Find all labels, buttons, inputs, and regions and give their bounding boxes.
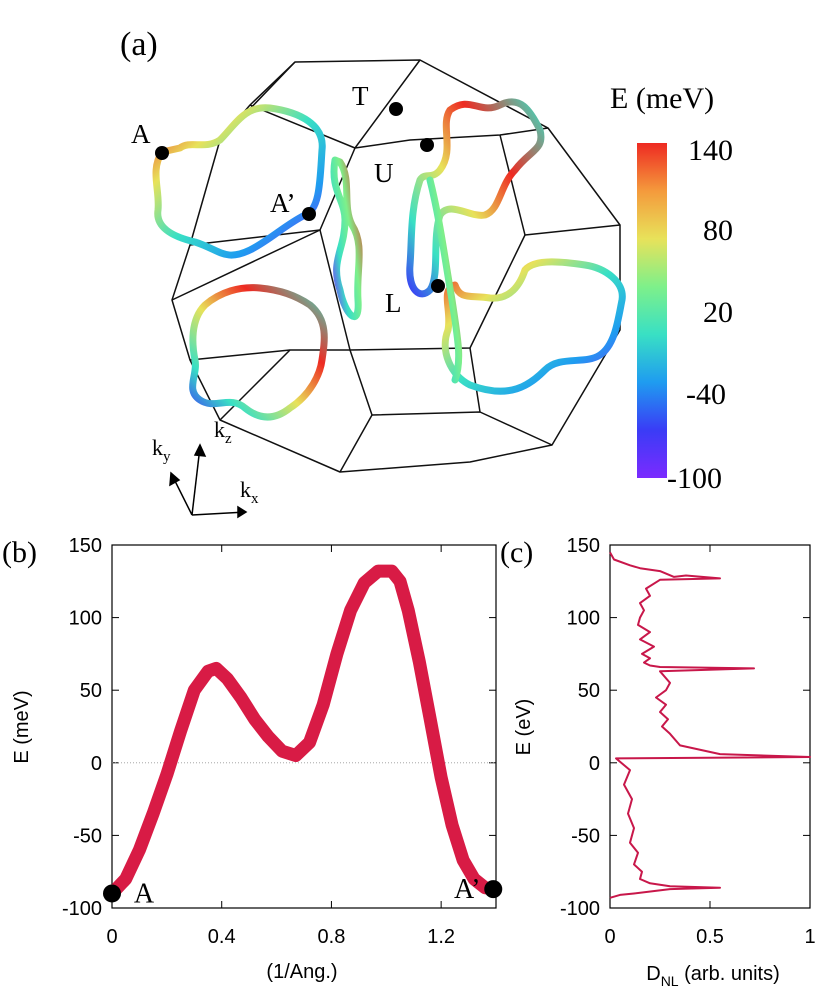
nodal-loop-upper-right xyxy=(406,98,545,298)
panel-c-label: (c) xyxy=(500,536,533,569)
nodal-loop-lower-left xyxy=(189,284,328,421)
point-T-label: T xyxy=(352,81,369,111)
y-tick-label: 50 xyxy=(578,680,600,702)
panel-c-xlabel: DNL (arb. units) xyxy=(646,963,780,989)
panel-c-frame xyxy=(609,544,811,909)
y-tick-label: 0 xyxy=(589,753,600,775)
x-tick-label: 0.4 xyxy=(208,926,236,948)
ky-arrowhead xyxy=(169,471,181,487)
high-symmetry-points: A A’ T U L xyxy=(131,81,445,318)
colorbar-tick-minus100: -100 xyxy=(667,462,722,495)
colorbar-ramp xyxy=(637,143,667,478)
kz-axis-line xyxy=(191,446,201,516)
panel-b-y-ticks: 150 100 50 0 -50 -100 xyxy=(62,535,496,920)
x-tick-label: 0 xyxy=(106,926,117,948)
ky-axis-label: ky xyxy=(152,435,171,465)
colorbar-tick-minus40: -40 xyxy=(686,378,726,411)
panel-b-ylabel: E (meV) xyxy=(11,690,33,763)
point-L-label: L xyxy=(385,288,402,318)
panel-b-xlabel: (1/Ang.) xyxy=(266,961,337,983)
panel-a: (a) xyxy=(120,26,733,519)
x-tick-label: 0.5 xyxy=(696,926,724,948)
nodal-loop-lower-center xyxy=(426,176,463,384)
x-tick-label: 1 xyxy=(804,926,815,948)
y-tick-label: 100 xyxy=(567,608,600,630)
panel-c-ylabel: E (eV) xyxy=(513,699,535,756)
y-tick-label: 0 xyxy=(91,753,102,775)
kz-axis-label: kz xyxy=(214,417,232,447)
point-A-marker xyxy=(155,146,169,160)
panel-b-label: (b) xyxy=(2,536,37,569)
y-tick-label: -50 xyxy=(73,825,102,847)
endpoint-A-marker xyxy=(103,884,121,903)
panel-c-x-ticks: 0 0.5 1 xyxy=(604,545,816,948)
point-L-marker xyxy=(431,279,445,293)
point-A-prime-label: A’ xyxy=(270,188,296,218)
panel-a-label: (a) xyxy=(120,26,158,63)
k-axes xyxy=(169,443,248,519)
nodal-lines xyxy=(152,98,626,421)
point-T-marker xyxy=(389,102,403,116)
x-tick-label: 0.8 xyxy=(318,926,346,948)
panel-b-x-ticks: 0 0.4 0.8 1.2 xyxy=(106,545,455,948)
colorbar-tick-20: 20 xyxy=(703,296,733,329)
endpoint-A-label: A xyxy=(134,878,155,909)
nodal-loop-center xyxy=(330,156,363,320)
point-U-label: U xyxy=(374,158,394,188)
x-tick-label: 1.2 xyxy=(427,926,455,948)
y-tick-label: -100 xyxy=(62,898,102,920)
panel-b-endpoints: A A’ xyxy=(103,874,503,909)
kz-arrowhead xyxy=(193,443,207,457)
kx-axis-line xyxy=(191,511,247,516)
y-tick-label: 100 xyxy=(69,608,102,630)
y-tick-label: 150 xyxy=(69,535,102,557)
point-A-prime-marker xyxy=(302,207,316,221)
y-tick-label: 150 xyxy=(567,535,600,557)
point-A-label: A xyxy=(131,119,151,149)
panel-b-frame xyxy=(111,544,497,909)
colorbar-tick-140: 140 xyxy=(688,134,733,167)
panel-c-dnl-curve xyxy=(609,551,811,899)
panel-b-band-curve xyxy=(105,564,500,900)
panel-c-y-ticks: 150 100 50 0 -50 -100 xyxy=(560,535,810,920)
colorbar-tick-80: 80 xyxy=(703,214,733,247)
x-tick-label: 0 xyxy=(604,926,615,948)
endpoint-A-prime-label: A’ xyxy=(454,874,480,905)
point-U-marker xyxy=(420,138,434,152)
y-tick-label: -100 xyxy=(560,898,600,920)
y-tick-label: -50 xyxy=(571,825,600,847)
kx-axis-label: kx xyxy=(240,477,259,507)
nodal-loop-right xyxy=(441,258,626,395)
panel-b: (b) 150 100 50 0 -50 -100 0 0.4 0.8 1.2 A A’ E (m… xyxy=(2,535,503,983)
colorbar: E (meV) 140 80 20 -40 -100 xyxy=(610,82,733,495)
endpoint-A-prime-marker xyxy=(484,880,503,899)
colorbar-title: E (meV) xyxy=(610,82,714,115)
kx-arrowhead xyxy=(237,505,248,519)
y-tick-label: 50 xyxy=(80,680,102,702)
